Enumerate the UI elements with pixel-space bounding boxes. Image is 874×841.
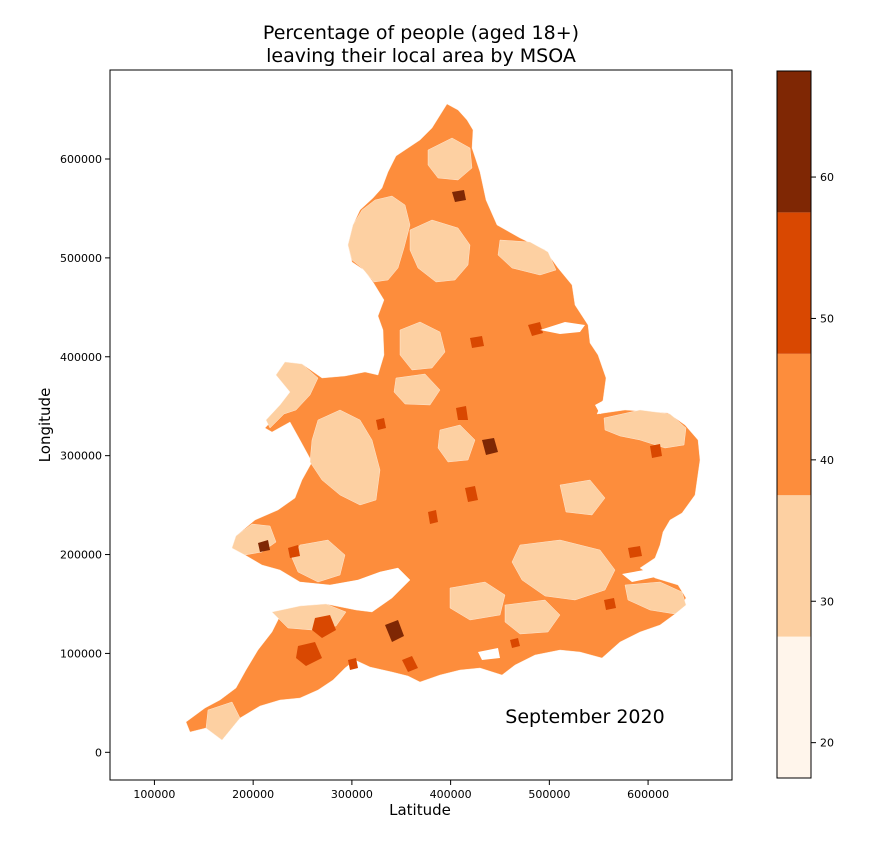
light-area	[409, 219, 471, 283]
y-tick-label: 0	[95, 746, 102, 759]
light-area	[427, 137, 473, 181]
colorbar: 20 30 40 50 60	[776, 70, 834, 779]
x-tick-label: 400000	[430, 788, 472, 801]
dark-area	[650, 444, 662, 458]
dark-area	[482, 438, 498, 455]
light-area	[497, 239, 557, 276]
x-tick-label: 100000	[133, 788, 175, 801]
period-annotation: September 2020	[505, 706, 664, 728]
x-tick-label: 500000	[528, 788, 570, 801]
y-tick-label: 300000	[60, 450, 102, 463]
light-area	[393, 373, 441, 406]
light-area	[449, 581, 506, 621]
light-area	[511, 539, 616, 601]
dark-area	[312, 615, 336, 638]
y-tick-label: 400000	[60, 351, 102, 364]
x-axis-ticks: 100000 200000 300000 400000 500000 600000	[133, 780, 669, 801]
light-area	[603, 409, 687, 449]
dark-area	[428, 510, 438, 524]
colorbar-bin	[777, 353, 811, 496]
dark-area	[510, 638, 520, 648]
light-area	[265, 361, 319, 429]
x-axis-label: Latitude	[389, 801, 451, 819]
dark-spots	[258, 190, 662, 672]
dark-area	[348, 658, 358, 670]
dark-area	[456, 406, 468, 420]
dark-area	[628, 546, 642, 558]
colorbar-bin	[777, 71, 811, 213]
y-tick-label: 200000	[60, 549, 102, 562]
dark-area	[470, 336, 484, 348]
dark-area	[528, 322, 543, 336]
light-area	[205, 701, 241, 741]
dark-area	[288, 545, 300, 558]
y-tick-label: 100000	[60, 647, 102, 660]
dark-area	[258, 540, 270, 552]
colorbar-bin	[777, 495, 811, 637]
y-axis-label: Longitude	[36, 388, 54, 463]
colorbar-frame	[776, 70, 812, 779]
y-tick-label: 500000	[60, 252, 102, 265]
dark-area	[452, 190, 466, 202]
x-tick-label: 300000	[331, 788, 373, 801]
the-wash	[595, 398, 612, 414]
dark-area	[465, 486, 478, 502]
colorbar-bin	[777, 636, 811, 778]
light-area	[309, 409, 381, 506]
light-area	[347, 195, 411, 283]
thames-estuary	[622, 568, 660, 582]
colorbar-tick-label: 40	[820, 454, 834, 467]
dark-area	[385, 620, 404, 642]
title-line-2: leaving their local area by MSOA	[266, 45, 576, 67]
light-area	[437, 424, 476, 463]
humber-estuary	[540, 322, 585, 334]
colorbar-tick-label: 20	[820, 737, 834, 750]
y-tick-label: 600000	[60, 153, 102, 166]
colorbar-tick-label: 50	[820, 312, 834, 325]
x-tick-label: 600000	[627, 788, 669, 801]
colorbar-tick-label: 60	[820, 171, 834, 184]
x-tick-label: 200000	[232, 788, 274, 801]
map-plot	[109, 69, 733, 781]
solent	[478, 648, 500, 660]
light-area	[624, 581, 687, 615]
dark-area	[402, 656, 418, 672]
severn-estuary	[300, 568, 410, 598]
light-area	[504, 599, 561, 635]
light-area	[559, 479, 606, 516]
dark-area	[376, 418, 386, 430]
light-areas	[205, 137, 687, 741]
colorbar-tick-label: 30	[820, 595, 834, 608]
water-features	[300, 322, 660, 660]
title-line-1: Percentage of people (aged 18+)	[262, 22, 580, 44]
dark-area	[296, 642, 322, 666]
light-area	[291, 539, 346, 583]
y-axis-ticks: 0 100000 200000 300000 400000 500000 600000	[60, 153, 110, 759]
dark-area	[604, 598, 616, 610]
chart-title: Percentage of people (aged 18+) leaving …	[110, 22, 732, 68]
colorbar-bin	[777, 212, 811, 354]
light-area	[399, 321, 446, 371]
